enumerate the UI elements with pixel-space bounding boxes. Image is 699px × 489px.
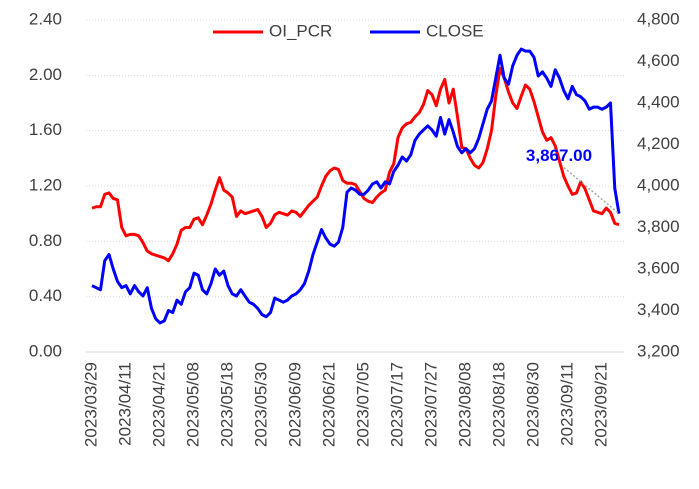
x-tick-label: 2023/08/18	[489, 362, 508, 447]
series-line	[91, 47, 621, 325]
x-tick-label: 2023/07/17	[387, 362, 406, 447]
series-line	[91, 66, 620, 263]
y2-tick-label: 3,600	[637, 258, 680, 277]
y2-tick-label: 3,800	[637, 217, 680, 236]
legend-label: CLOSE	[426, 21, 484, 40]
x-tick-label: 2023/05/18	[217, 362, 236, 447]
y2-tick-label: 4,400	[637, 92, 680, 111]
x-tick-label: 2023/06/09	[285, 362, 304, 447]
y2-tick-label: 4,600	[637, 51, 680, 70]
y2-tick-label: 4,200	[637, 134, 680, 153]
data-label: 3,867.00	[526, 146, 592, 165]
x-tick-label: 2023/06/21	[319, 362, 338, 447]
y-tick-label: 0.00	[29, 341, 62, 360]
y-tick-label: 1.60	[29, 120, 62, 139]
x-tick-label: 2023/08/08	[455, 362, 474, 447]
x-tick-label: 2023/09/21	[591, 362, 610, 447]
y2-tick-label: 4,000	[637, 175, 680, 194]
y-tick-label: 0.40	[29, 286, 62, 305]
x-tick-label: 2023/07/27	[421, 362, 440, 447]
y2-tick-label: 3,400	[637, 300, 680, 319]
y2-tick-label: 4,800	[637, 9, 680, 28]
x-tick-label: 2023/04/11	[115, 362, 134, 446]
x-tick-label: 2023/05/30	[251, 362, 270, 447]
legend-label: OI_PCR	[269, 21, 332, 40]
x-tick-label: 2023/09/11	[557, 362, 576, 446]
x-tick-label: 2023/04/21	[149, 362, 168, 447]
y2-tick-label: 3,200	[637, 341, 680, 360]
x-tick-label: 2023/07/05	[353, 362, 372, 447]
x-tick-label: 2023/08/30	[523, 362, 542, 447]
x-tick-label: 2023/03/29	[81, 362, 100, 447]
y-tick-label: 2.00	[29, 65, 62, 84]
x-tick-label: 2023/05/08	[183, 362, 202, 447]
y-tick-label: 1.20	[29, 175, 62, 194]
y-tick-label: 2.40	[29, 9, 62, 28]
y-tick-label: 0.80	[29, 231, 62, 250]
